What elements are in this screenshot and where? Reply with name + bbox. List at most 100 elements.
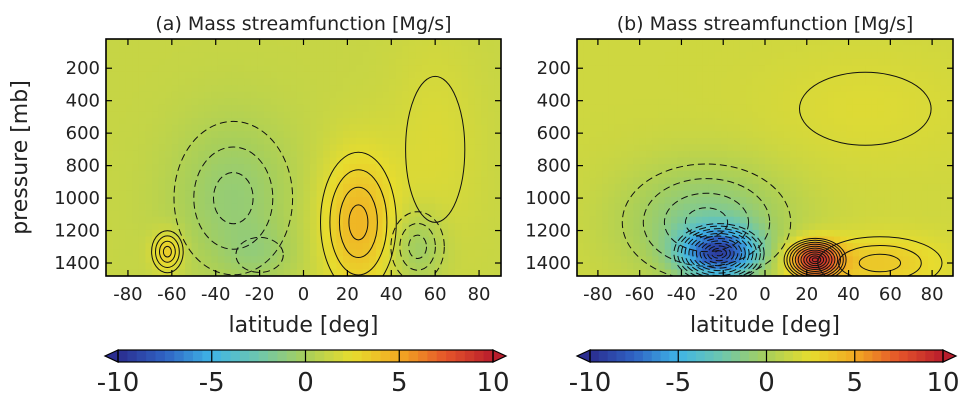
field-cell	[454, 236, 463, 244]
field-cell	[178, 262, 186, 271]
field-cell	[402, 104, 410, 113]
field-cell	[896, 137, 904, 145]
field-cell	[577, 58, 584, 66]
field-cell	[244, 39, 252, 47]
field-cell	[217, 203, 226, 211]
field-cell	[733, 111, 741, 119]
field-cell	[402, 262, 410, 271]
field-cell	[389, 203, 397, 211]
field-cell	[250, 203, 259, 211]
field-cell	[733, 45, 741, 53]
field-cell	[733, 98, 741, 106]
field-cell	[336, 52, 344, 60]
field-cell	[752, 104, 760, 113]
field-cell	[237, 118, 245, 126]
field-cell	[474, 243, 482, 251]
field-cell	[721, 71, 728, 80]
field-cell	[846, 190, 854, 198]
field-cell	[125, 58, 133, 66]
field-cell	[896, 144, 904, 152]
field-cell	[620, 216, 628, 224]
field-cell	[846, 144, 854, 152]
field-cell	[746, 137, 754, 145]
field-cell	[310, 177, 318, 185]
colorbar-swatch	[136, 350, 147, 362]
field-cell	[633, 164, 641, 172]
panel-b-field	[577, 39, 953, 276]
field-cell	[583, 52, 591, 60]
field-cell	[927, 210, 935, 218]
field-cell	[721, 170, 728, 178]
field-cell	[645, 190, 653, 198]
field-cell	[602, 210, 609, 218]
field-cell	[158, 131, 166, 139]
field-cell	[821, 118, 829, 126]
field-cell	[683, 45, 691, 53]
field-cell	[577, 177, 584, 185]
field-cell	[454, 216, 463, 224]
field-cell	[290, 229, 298, 238]
field-cell	[808, 85, 816, 93]
field-cell	[277, 39, 285, 47]
field-cell	[296, 98, 305, 106]
field-cell	[758, 197, 766, 205]
field-cell	[375, 216, 384, 224]
field-cell	[481, 229, 489, 238]
field-cell	[454, 39, 463, 47]
field-cell	[270, 164, 278, 172]
field-cell	[277, 243, 285, 251]
field-cell	[896, 104, 904, 113]
field-cell	[777, 45, 785, 53]
field-cell	[602, 45, 609, 53]
field-cell	[833, 243, 841, 251]
field-cell	[846, 177, 854, 185]
field-cell	[752, 236, 760, 244]
field-cell	[865, 249, 873, 257]
field-cell	[204, 39, 212, 47]
field-cell	[257, 118, 265, 126]
field-cell	[375, 144, 384, 152]
field-cell	[752, 164, 760, 172]
field-cell	[382, 249, 390, 257]
field-cell	[119, 52, 127, 60]
field-cell	[815, 164, 822, 172]
field-cell	[178, 223, 186, 231]
field-cell	[382, 197, 390, 205]
field-cell	[808, 262, 816, 271]
field-cell	[257, 269, 265, 276]
field-cell	[921, 71, 929, 80]
field-cell	[802, 190, 810, 198]
field-cell	[290, 223, 298, 231]
field-cell	[448, 177, 456, 185]
field-cell	[389, 39, 397, 47]
field-cell	[696, 170, 703, 178]
field-cell	[752, 203, 760, 211]
field-cell	[191, 203, 199, 211]
field-cell	[915, 223, 923, 231]
field-cell	[382, 39, 390, 47]
field-cell	[714, 58, 722, 66]
field-cell	[408, 197, 417, 205]
field-cell	[733, 243, 741, 251]
field-cell	[934, 111, 942, 119]
field-cell	[264, 144, 272, 152]
field-cell	[620, 78, 628, 86]
field-cell	[303, 150, 311, 159]
field-cell	[237, 39, 245, 47]
field-cell	[402, 197, 410, 205]
field-cell	[733, 58, 741, 66]
field-cell	[165, 45, 173, 53]
field-cell	[608, 262, 616, 271]
field-cell	[702, 157, 710, 165]
field-cell	[633, 124, 641, 132]
field-cell	[934, 177, 942, 185]
field-cell	[395, 98, 403, 106]
field-cell	[614, 157, 622, 165]
field-cell	[454, 45, 463, 53]
field-cell	[865, 236, 873, 244]
field-cell	[375, 262, 384, 271]
field-cell	[171, 52, 180, 60]
field-cell	[915, 91, 923, 99]
field-cell	[940, 131, 948, 139]
field-cell	[877, 118, 885, 126]
